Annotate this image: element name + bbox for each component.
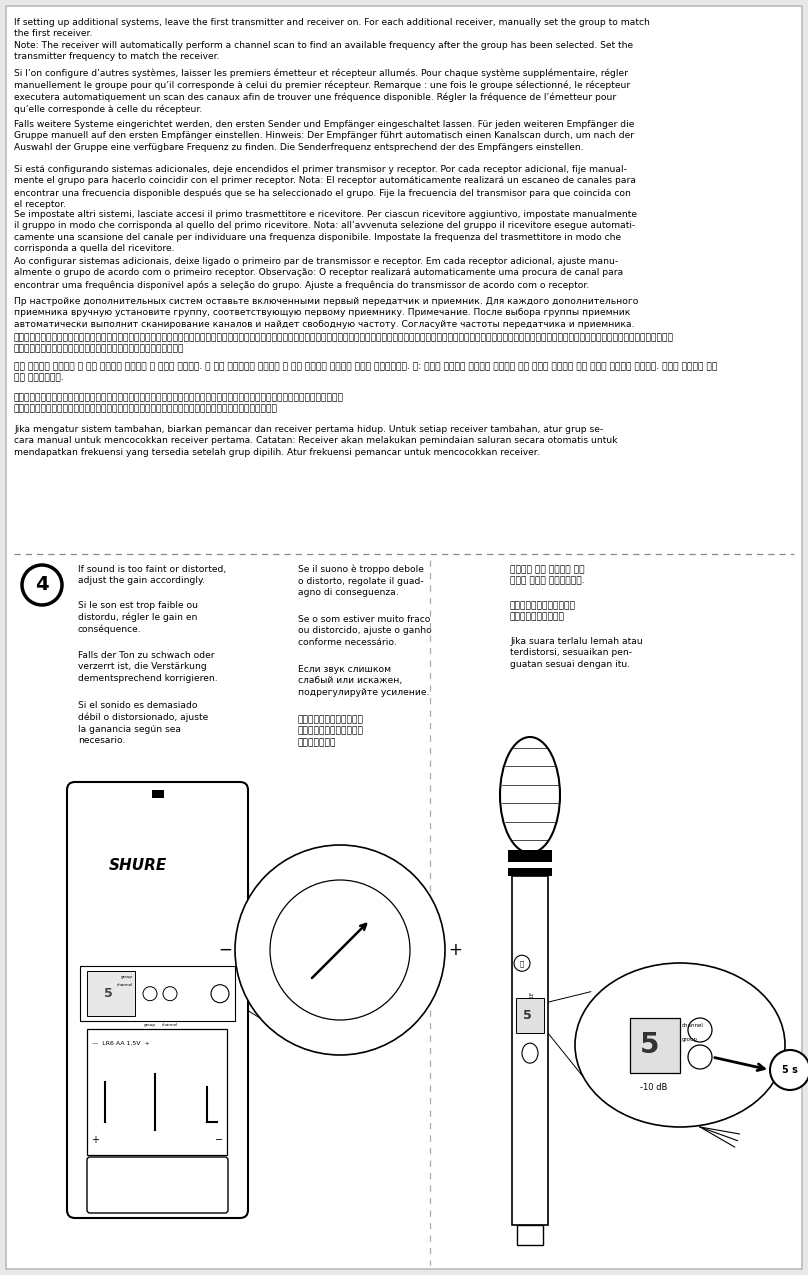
Text: Si le son est trop faible ou
distordu, régler le gain en
conséquence.: Si le son est trop faible ou distordu, r…	[78, 601, 198, 634]
Text: 추가 시스템을 설정하면 첫 번째 송신기와 수신기를 켤 상태로 두십시오. 각 추가 수신기마다 수동으로 첫 번째 송신기와 일치하는 그룹을 설정하십시: 추가 시스템을 설정하면 첫 번째 송신기와 수신기를 켤 상태로 두십시오. …	[14, 362, 718, 382]
Bar	[87, 972, 135, 1016]
FancyBboxPatch shape	[6, 6, 802, 1269]
Ellipse shape	[575, 963, 785, 1127]
Text: Se impostate altri sistemi, lasciate accesi il primo trasmettitore e ricevitore.: Se impostate altri sistemi, lasciate acc…	[14, 210, 637, 254]
Text: Пр настройке дополнительных систем оставьте включенными первый передатчик и прие: Пр настройке дополнительных систем остав…	[14, 297, 638, 329]
Text: 사운드가 너무 흐리거나 왔곳
된다면 게인을 조절하십시오.: 사운드가 너무 흐리거나 왔곳 된다면 게인을 조절하십시오.	[510, 565, 585, 585]
FancyBboxPatch shape	[87, 1156, 228, 1213]
Text: group: group	[144, 1023, 156, 1026]
Circle shape	[235, 845, 445, 1054]
FancyBboxPatch shape	[67, 782, 248, 1218]
Bar	[516, 998, 544, 1033]
Circle shape	[688, 1046, 712, 1068]
Text: channel: channel	[162, 1023, 178, 1026]
Text: 5 s: 5 s	[782, 1065, 798, 1075]
Text: -10 dB: -10 dB	[640, 1082, 667, 1091]
Text: Если звук слишком
слабый или искажен,
подрегулируйте усиление.: Если звук слишком слабый или искажен, по…	[298, 666, 429, 697]
Circle shape	[688, 1017, 712, 1042]
Bar	[508, 850, 552, 862]
Text: Ao configurar sistemas adicionais, deixe ligado o primeiro par de transmissor e : Ao configurar sistemas adicionais, deixe…	[14, 258, 623, 289]
Text: Si el sonido es demasiado
débil o distorsionado, ajuste
la ganancia según sea
ne: Si el sonido es demasiado débil o distor…	[78, 701, 208, 745]
Circle shape	[163, 987, 177, 1001]
Text: Si l’on configure d’autres systèmes, laisser les premiers émetteur et récepteur : Si l’on configure d’autres systèmes, lai…	[14, 68, 630, 113]
Text: group: group	[121, 975, 133, 979]
Text: If setting up additional systems, leave the first transmitter and receiver on. F: If setting up additional systems, leave …	[14, 18, 650, 61]
Text: 4: 4	[36, 575, 48, 594]
Ellipse shape	[522, 1043, 538, 1063]
Text: −: −	[215, 1135, 223, 1145]
Text: group: group	[682, 1037, 698, 1042]
Bar	[508, 868, 552, 876]
Circle shape	[514, 955, 530, 972]
Text: 5: 5	[640, 1031, 660, 1060]
Ellipse shape	[500, 737, 560, 853]
Circle shape	[143, 987, 157, 1001]
Text: Falls weitere Systeme eingerichtet werden, den ersten Sender und Empfänger einge: Falls weitere Systeme eingerichtet werde…	[14, 120, 634, 152]
Text: channel: channel	[116, 983, 133, 987]
Bar	[512, 876, 548, 1225]
Bar	[80, 966, 235, 1021]
Text: +: +	[448, 941, 462, 959]
Text: 如果声音太模糊或失真，应
相应地调节增益设置。: 如果声音太模糊或失真，应 相应地调节增益设置。	[510, 601, 576, 621]
Circle shape	[770, 1051, 808, 1090]
Text: 5: 5	[103, 987, 112, 1000]
Text: 追加システムを設定する場合は、最初の送信機と受信機をオンにした状態にしてください。各追加受信機ごとに、グループを手動で設定して最初の受信機に合わせてください。注: 追加システムを設定する場合は、最初の送信機と受信機をオンにした状態にしてください…	[14, 333, 674, 353]
Text: Si está configurando sistemas adicionales, deje encendidos el primer transmisor : Si está configurando sistemas adicionale…	[14, 164, 636, 209]
Text: +: +	[91, 1135, 99, 1145]
Text: Se o som estiver muito fraco
ou distorcido, ajuste o ganho
conforme necessário.: Se o som estiver muito fraco ou distorci…	[298, 615, 431, 646]
Bar	[630, 1017, 680, 1074]
Text: Se il suono è troppo debole
o distorto, regolate il guad-
agno di conseguenza.: Se il suono è troppo debole o distorto, …	[298, 565, 424, 598]
Text: −: −	[218, 941, 232, 959]
Text: 音が小さすぎる場合や歪む
場合は、ゲインを適宜調整
してください。: 音が小さすぎる場合や歪む 場合は、ゲインを適宜調整 してください。	[298, 715, 364, 747]
Text: ⏻: ⏻	[520, 960, 524, 966]
Text: 如果要设置更多的系统，应让第一台发射机和接收机保持在打开状态。对于每个增加的接收机，因将组手动设置为与第一台接收机匹配。
注意：接收机可自动纸筱厂频道扫描，在选: 如果要设置更多的系统，应让第一台发射机和接收机保持在打开状态。对于每个增加的接收…	[14, 393, 344, 413]
Text: 5: 5	[523, 1009, 532, 1023]
Text: Falls der Ton zu schwach oder
verzerrt ist, die Verstärkung
dementsprechend korr: Falls der Ton zu schwach oder verzerrt i…	[78, 652, 217, 683]
Bar	[87, 1029, 227, 1155]
Text: Jika mengatur sistem tambahan, biarkan pemancar dan receiver pertama hidup. Untu: Jika mengatur sistem tambahan, biarkan p…	[14, 425, 617, 456]
Text: SHURE: SHURE	[108, 858, 166, 873]
Bar	[517, 1225, 543, 1244]
Circle shape	[211, 984, 229, 1002]
Text: If sound is too faint or distorted,
adjust the gain accordingly.: If sound is too faint or distorted, adju…	[78, 565, 226, 585]
Bar	[152, 790, 163, 798]
Text: channel: channel	[682, 1023, 704, 1028]
Circle shape	[22, 565, 62, 606]
Text: Jika suara terlalu lemah atau
terdistorsi, sesuaikan pen-
guatan sesuai dengan i: Jika suara terlalu lemah atau terdistors…	[510, 638, 642, 669]
Text: —  LR6 AA 1.5V  +: — LR6 AA 1.5V +	[92, 1040, 149, 1045]
Text: SHURE: SHURE	[529, 991, 535, 1010]
